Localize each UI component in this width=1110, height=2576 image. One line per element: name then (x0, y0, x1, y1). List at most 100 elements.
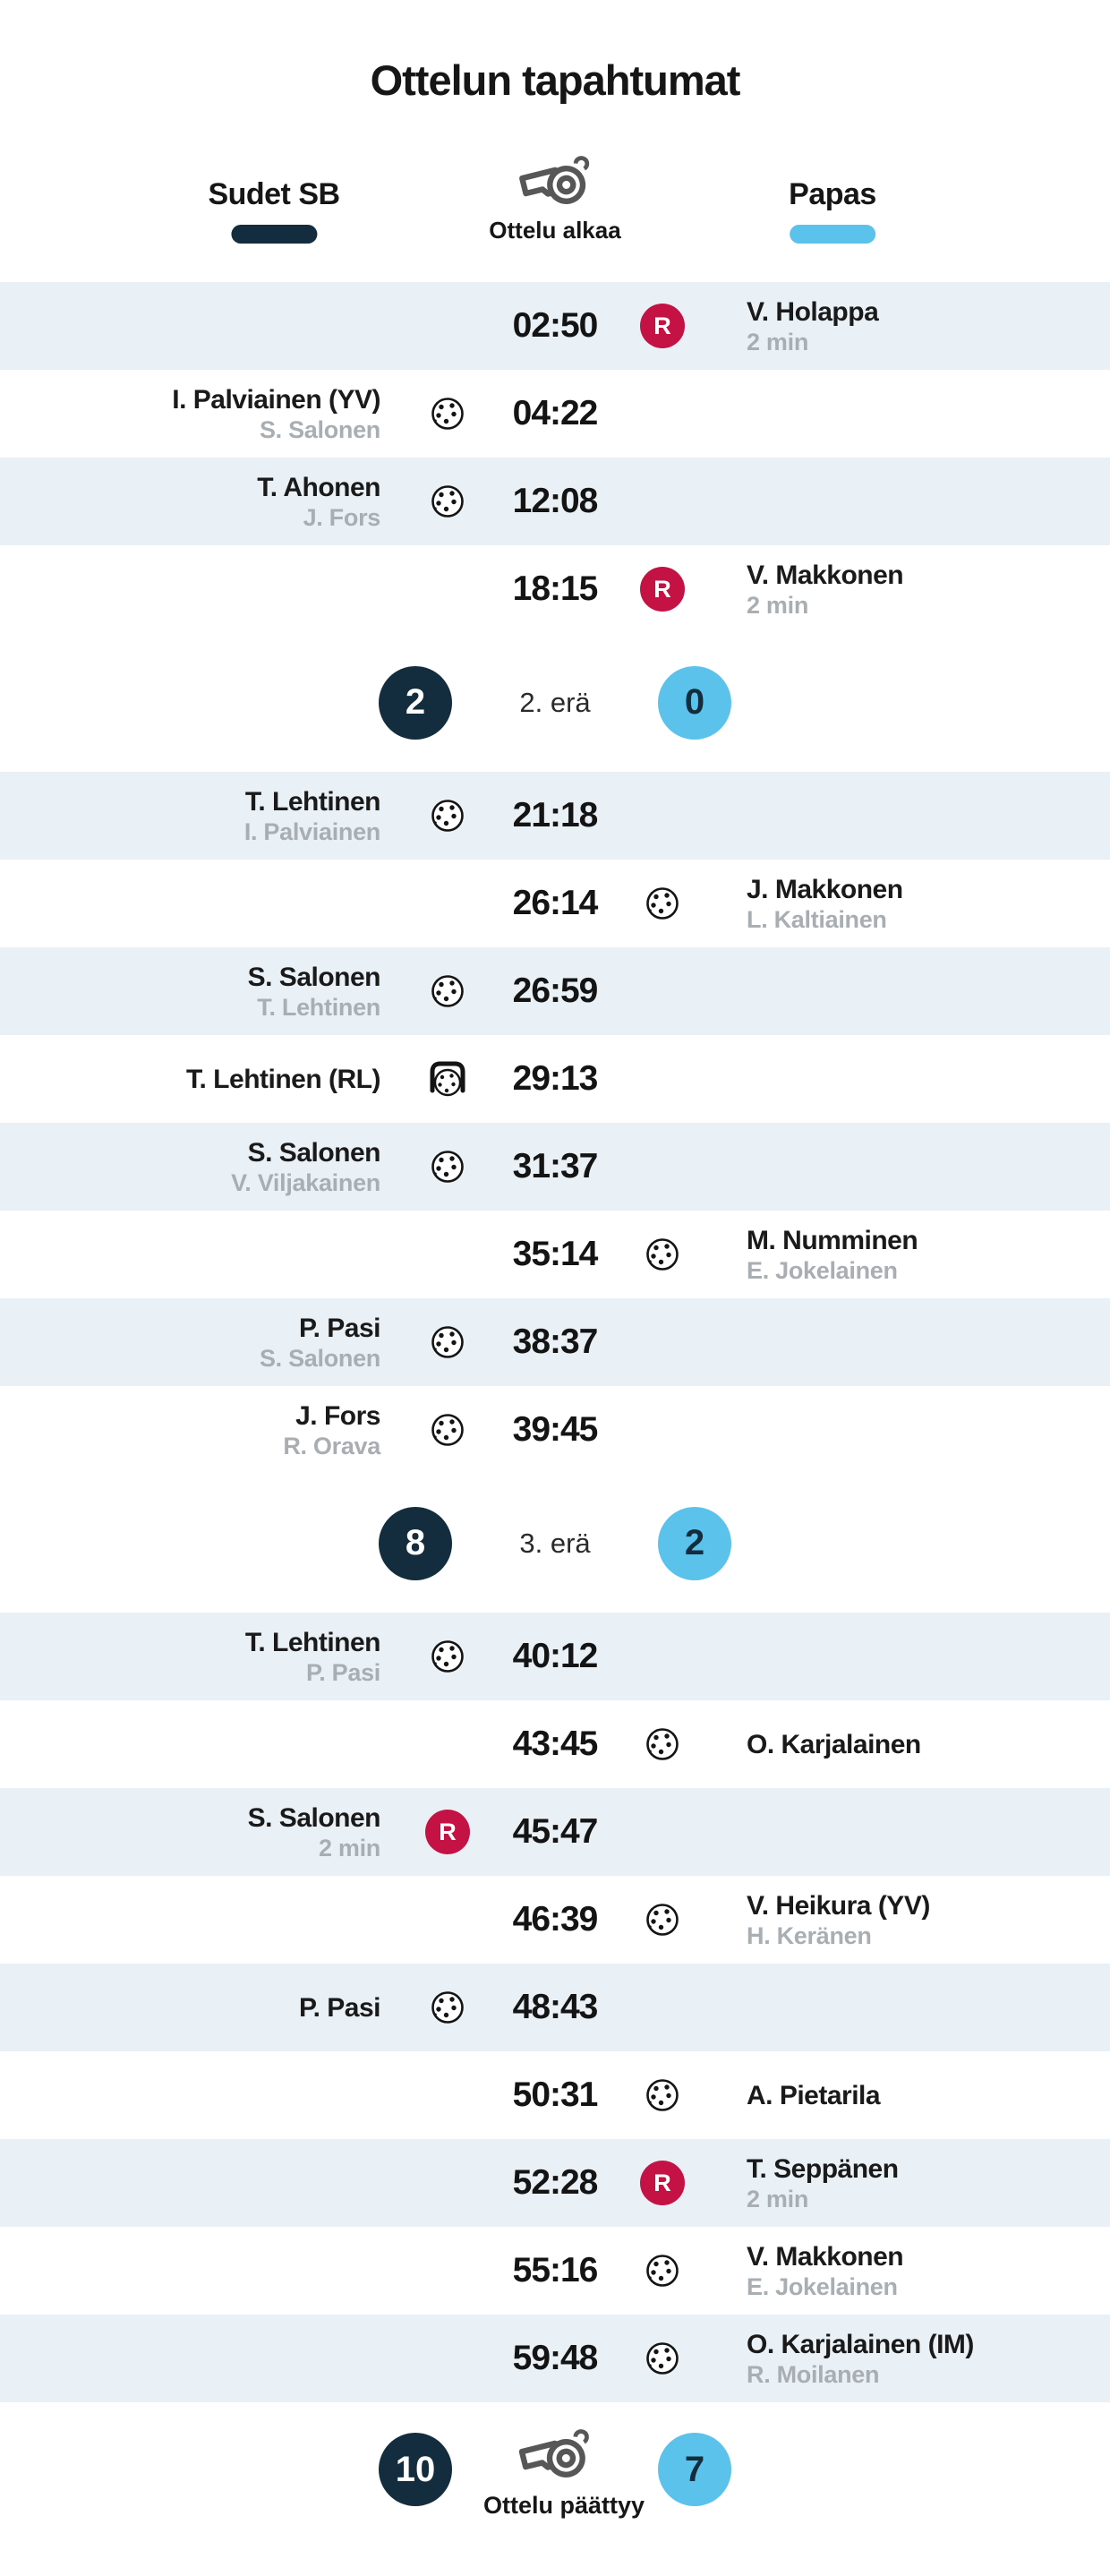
floorball-icon (645, 1902, 680, 1938)
home-event-text: T. Ahonen J. Fors (0, 471, 403, 532)
floorball-icon (645, 2253, 680, 2289)
home-event-text: T. Lehtinen I. Palviainen (0, 785, 403, 846)
assist-name: H. Keränen (747, 1922, 872, 1949)
penalty-icon: R (640, 567, 685, 612)
home-event-icon-cell (403, 1412, 492, 1448)
event-time: 50:31 (512, 2075, 599, 2114)
away-team-block: Papas (789, 177, 876, 244)
away-team-name: Papas (789, 177, 876, 211)
penalty-icon: R (640, 304, 685, 348)
event-row: I. Palviainen (YV) S. Salonen 04:22 (0, 370, 1110, 458)
home-player-name: S. Salonen (247, 1803, 381, 1833)
home-player-name: S. Salonen (247, 963, 381, 992)
match-start-block: Ottelu alkaa (489, 150, 621, 244)
away-player-name: O. Karjalainen (IM) (747, 2330, 974, 2359)
event-row: P. Pasi 48:43 (0, 1964, 1110, 2051)
event-time: 31:37 (512, 1147, 599, 1185)
floorball-icon (430, 396, 465, 432)
away-event-text: A. Pietarila (707, 2079, 1110, 2112)
home-player-name: T. Lehtinen (244, 1628, 381, 1657)
penalty-duration: 2 min (747, 592, 809, 619)
assist-name: P. Pasi (306, 1659, 380, 1686)
event-time: 40:12 (512, 1637, 599, 1675)
away-final-score: 7 (658, 2433, 731, 2506)
floorball-icon (645, 1726, 680, 1762)
event-time: 38:37 (512, 1322, 599, 1361)
event-time: 43:45 (512, 1724, 599, 1763)
event-time: 26:14 (512, 884, 599, 922)
assist-name: R. Orava (283, 1433, 380, 1459)
floorball-icon (430, 1990, 465, 2025)
home-team-color-pill (231, 225, 317, 244)
home-player-name: S. Salonen (247, 1138, 381, 1168)
home-event-icon-cell (403, 1057, 492, 1101)
event-time: 02:50 (512, 306, 599, 345)
home-event-text: T. Lehtinen P. Pasi (0, 1626, 403, 1687)
floorball-icon (430, 1412, 465, 1448)
match-header: Ottelun tapahtumat Sudet SB Ottelu alkaa (0, 0, 1110, 282)
away-event-text: V. Makkonen E. Jokelainen (707, 2240, 1110, 2301)
home-event-text: T. Lehtinen (RL) (0, 1063, 403, 1096)
assist-name: S. Salonen (259, 416, 380, 443)
away-player-name: J. Makkonen (747, 875, 903, 904)
match-end-label: Ottelu päättyy (483, 2492, 645, 2519)
away-player-name: V. Makkonen (747, 2242, 904, 2272)
away-event-icon-cell: R (618, 304, 707, 348)
away-player-name: T. Seppänen (747, 2154, 899, 2184)
assist-name: I. Palviainen (243, 818, 380, 845)
away-event-icon-cell (618, 1902, 707, 1938)
event-row: 50:31 A. Pietarila (0, 2051, 1110, 2139)
event-time: 26:59 (512, 971, 599, 1010)
match-end-block: Ottelu päättyy (483, 2424, 645, 2520)
assist-name: J. Fors (303, 504, 381, 531)
penalty-duration: 2 min (318, 1835, 380, 1861)
assist-name: L. Kaltiainen (747, 906, 887, 933)
floorball-icon (645, 1237, 680, 1272)
away-period-score: 2 (658, 1506, 731, 1580)
away-event-text: V. Makkonen 2 min (707, 559, 1110, 620)
home-player-name: T. Lehtinen (244, 787, 381, 817)
event-row: T. Ahonen J. Fors 12:08 (0, 458, 1110, 545)
assist-name: S. Salonen (259, 1345, 380, 1372)
event-time: 29:13 (512, 1059, 599, 1098)
home-player-name: P. Pasi (298, 1314, 381, 1343)
event-row: T. Lehtinen P. Pasi 40:12 (0, 1613, 1110, 1700)
events-list: 02:50 R V. Holappa 2 min I. Palviainen (YV) S… (0, 282, 1110, 2402)
event-row: J. Fors R. Orava 39:45 (0, 1386, 1110, 1474)
home-event-icon-cell (403, 1990, 492, 2025)
penalty-duration: 2 min (747, 329, 809, 355)
away-event-text: J. Makkonen L. Kaltiainen (707, 873, 1110, 934)
away-player-name: V. Holappa (747, 297, 879, 327)
match-start-label: Ottelu alkaa (489, 217, 621, 244)
home-event-text: I. Palviainen (YV) S. Salonen (0, 383, 403, 444)
away-period-score: 0 (658, 665, 731, 740)
floorball-icon (430, 973, 465, 1009)
event-row: 52:28 R T. Seppänen 2 min (0, 2139, 1110, 2227)
home-event-text: S. Salonen T. Lehtinen (0, 961, 403, 1022)
assist-name: R. Moilanen (747, 2361, 880, 2388)
floorball-icon (645, 2077, 680, 2113)
event-row: 46:39 V. Heikura (YV) H. Keränen (0, 1876, 1110, 1964)
event-row: 43:45 O. Karjalainen (0, 1700, 1110, 1788)
home-player-name: I. Palviainen (YV) (172, 385, 380, 415)
home-player-name: T. Ahonen (257, 473, 380, 502)
away-event-icon-cell (618, 2253, 707, 2289)
event-row: S. Salonen V. Viljakainen 31:37 (0, 1123, 1110, 1211)
home-team-block: Sudet SB (208, 177, 340, 244)
event-row: 59:48 O. Karjalainen (IM) R. Moilanen (0, 2315, 1110, 2402)
event-row: 02:50 R V. Holappa 2 min (0, 282, 1110, 370)
assist-name: T. Lehtinen (257, 994, 380, 1021)
event-time: 21:18 (512, 796, 599, 834)
home-event-text: J. Fors R. Orava (0, 1399, 403, 1460)
event-row: T. Lehtinen (RL) 29:13 (0, 1035, 1110, 1123)
event-time: 46:39 (512, 1900, 599, 1938)
floorball-icon (430, 484, 465, 519)
floorball-icon (645, 886, 680, 921)
home-period-score: 8 (379, 1506, 452, 1580)
floorball-icon (430, 1639, 465, 1674)
assist-name: V. Viljakainen (231, 1169, 380, 1196)
event-row: P. Pasi S. Salonen 38:37 (0, 1298, 1110, 1386)
away-event-icon-cell (618, 1237, 707, 1272)
penalty-shot-goal-icon (425, 1057, 470, 1101)
period-label: 3. erä (519, 1527, 591, 1559)
